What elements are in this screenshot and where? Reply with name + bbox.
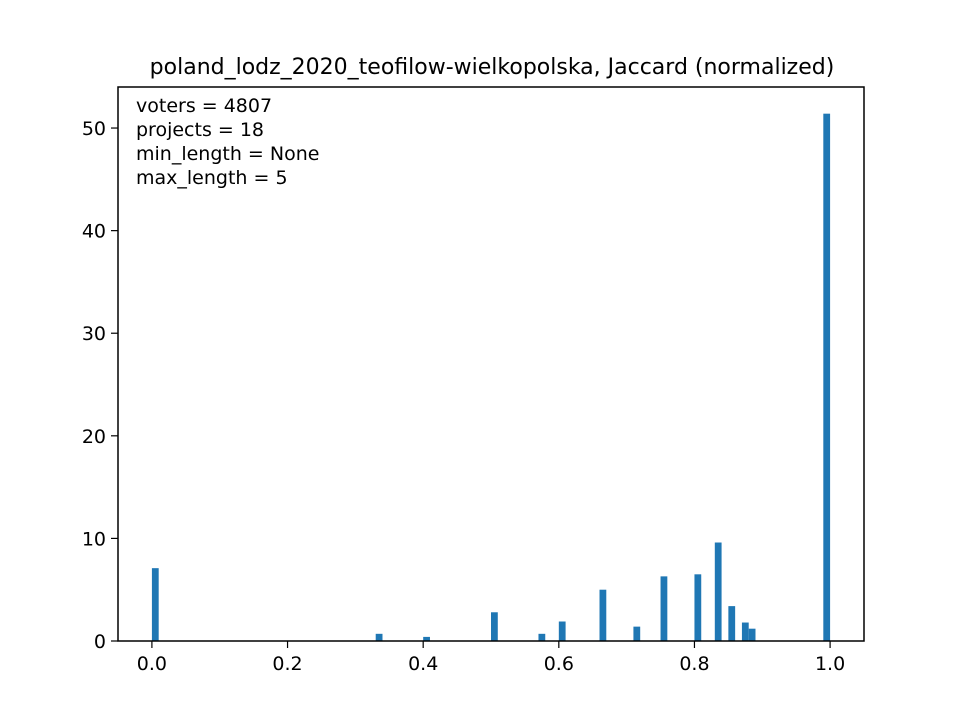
- histogram-bar-3: [491, 612, 498, 641]
- histogram-bar-11: [728, 606, 736, 641]
- histogram-bar-6: [599, 589, 607, 641]
- y-tick-label-3: 30: [82, 323, 106, 345]
- histogram-bar-4: [538, 633, 546, 641]
- y-tick-label-1: 10: [82, 528, 106, 550]
- x-tick-label-5: 1.0: [815, 653, 845, 675]
- histogram-bar-12: [741, 622, 749, 641]
- x-tick-label-2: 0.4: [408, 653, 438, 675]
- annotation-min-length: min_length = None: [136, 143, 319, 165]
- y-tick-label-2: 20: [82, 426, 106, 448]
- stats-annotation: voters = 4807 projects = 18 min_length =…: [136, 95, 319, 189]
- histogram-bar-13: [748, 628, 756, 641]
- x-tick-label-1: 0.2: [272, 653, 302, 675]
- x-tick-label-3: 0.6: [544, 653, 574, 675]
- histogram-bar-0: [151, 568, 159, 641]
- histogram-bar-7: [633, 626, 641, 641]
- plot-frame: [117, 86, 865, 642]
- chart-title: poland_lodz_2020_teofilow-wielkopolska, …: [150, 55, 835, 80]
- x-tick-label-4: 0.8: [679, 653, 709, 675]
- annotation-voters: voters = 4807: [136, 95, 272, 117]
- bars-group: [151, 113, 831, 641]
- histogram-bar-5: [558, 621, 566, 641]
- y-axis-ticks: 0 10 20 30 40 50: [82, 118, 118, 653]
- histogram-bar-1: [375, 633, 383, 641]
- histogram-bar-8: [660, 576, 668, 641]
- annotation-projects: projects = 18: [136, 119, 264, 141]
- x-tick-label-0: 0.0: [137, 653, 167, 675]
- y-tick-label-4: 40: [82, 221, 106, 243]
- histogram-bar-9: [694, 574, 702, 641]
- histogram-bar-2: [423, 636, 430, 641]
- histogram-bar-14: [823, 113, 831, 641]
- x-axis-ticks: 0.0 0.2 0.4 0.6 0.8 1.0: [137, 641, 845, 675]
- annotation-max-length: max_length = 5: [136, 167, 288, 189]
- histogram-bar-10: [714, 542, 722, 641]
- y-tick-label-5: 50: [82, 118, 106, 140]
- y-tick-label-0: 0: [94, 631, 106, 653]
